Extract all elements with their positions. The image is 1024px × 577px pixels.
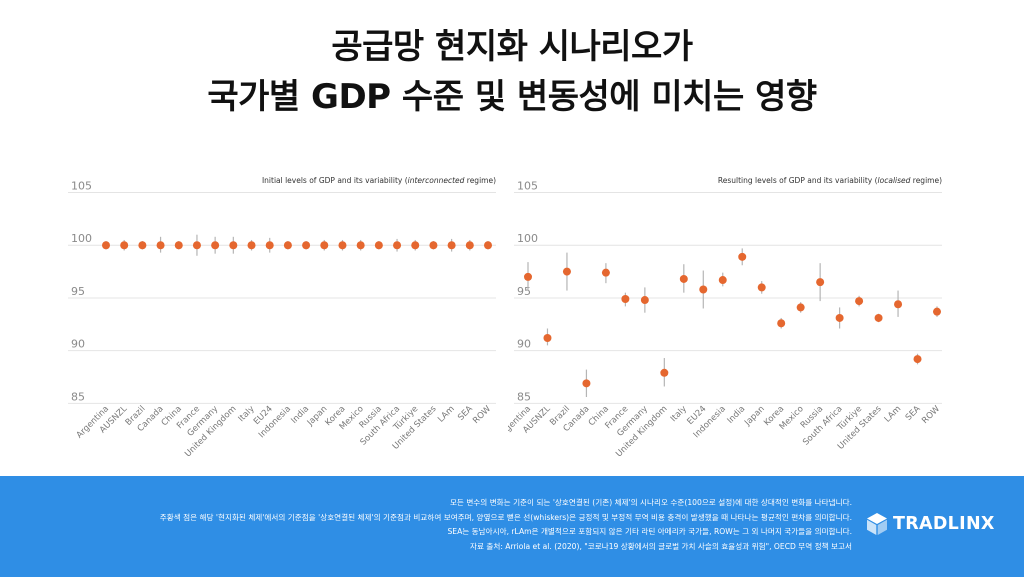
footer-banner: 모든 변수의 변화는 기준이 되는 '상호연결된 (기존) 체제'의 시나리오 …	[0, 476, 1024, 577]
data-point	[679, 274, 688, 283]
data-point	[640, 296, 649, 305]
y-tick-label: 95	[517, 285, 531, 298]
title-line-1: 공급망 현지화 시나리오가	[331, 27, 693, 67]
data-point	[816, 278, 825, 287]
data-point	[156, 241, 165, 250]
y-tick-label: 85	[517, 390, 531, 403]
chart-title-emphasis: localised	[878, 176, 911, 185]
data-point	[229, 241, 238, 250]
data-point	[894, 300, 903, 309]
data-point	[374, 241, 383, 250]
footer-notes: 모든 변수의 변화는 기준이 되는 '상호연결된 (기존) 체제'의 시나리오 …	[160, 496, 852, 554]
data-point	[174, 241, 183, 250]
chart-interconnected-regime: Initial levels of GDP and its variabilit…	[62, 168, 502, 468]
page-title: 공급망 현지화 시나리오가 국가별 GDP 수준 및 변동성에 미치는 영향	[0, 22, 1024, 122]
data-point	[192, 241, 201, 250]
data-point	[524, 272, 532, 281]
y-tick-label: 100	[517, 232, 538, 245]
data-point	[102, 241, 110, 250]
x-tick-label: ROW	[920, 404, 942, 426]
data-point	[393, 241, 402, 250]
chart-localised-regime: Resulting levels of GDP and its variabil…	[508, 168, 948, 468]
tradlinx-cube-icon	[867, 513, 887, 535]
data-point	[913, 355, 922, 364]
data-point	[247, 241, 256, 250]
data-point	[757, 283, 766, 292]
data-point	[601, 268, 610, 277]
x-tick-label: LAm	[883, 404, 904, 425]
chart-title: Initial levels of GDP and its variabilit…	[262, 176, 496, 185]
data-point	[660, 368, 669, 377]
y-tick-label: 90	[517, 338, 531, 351]
data-point	[302, 241, 311, 250]
x-tick-label: ROW	[471, 404, 493, 426]
chart-title-emphasis: interconnected	[408, 176, 465, 185]
data-point	[356, 241, 365, 250]
footer-note-2: 주황색 점은 해당 '현지화된 체제'에서의 기준점을 '상호연결된 체제'의 …	[159, 512, 852, 522]
data-point	[621, 294, 630, 303]
y-tick-label: 105	[517, 180, 538, 193]
y-tick-label: 100	[71, 232, 92, 245]
data-point	[484, 241, 492, 250]
x-tick-label: Japan	[742, 404, 767, 429]
y-tick-label: 105	[71, 180, 92, 193]
logo-text: TRADLINX	[893, 514, 995, 534]
y-tick-label: 90	[71, 338, 85, 351]
data-point	[447, 241, 456, 250]
x-tick-label: Japan	[305, 404, 330, 429]
data-point	[699, 285, 708, 294]
data-point	[411, 241, 420, 250]
data-point	[855, 297, 864, 306]
data-point	[283, 241, 292, 250]
data-point	[211, 241, 220, 250]
data-point	[777, 319, 786, 328]
title-line-2: 국가별 GDP 수준 및 변동성에 미치는 영향	[207, 77, 817, 117]
data-point	[429, 241, 438, 250]
data-point	[543, 333, 552, 342]
data-point	[582, 379, 591, 388]
data-point	[338, 241, 347, 250]
data-point	[796, 303, 805, 312]
data-point	[874, 313, 883, 322]
chart-title-prefix: Initial levels of GDP and its variabilit…	[262, 176, 408, 185]
x-tick-label: LAm	[436, 404, 457, 425]
footer-note-4: 자료 출처: Arriola et al. (2020), "코로나19 상황에…	[469, 541, 852, 551]
footer-note-1: 모든 변수의 변화는 기준이 되는 '상호연결된 (기존) 체제'의 시나리오 …	[449, 498, 852, 507]
chart-title-suffix: regime)	[910, 176, 942, 185]
tradlinx-logo: TRADLINX	[866, 512, 995, 536]
data-point	[320, 241, 329, 250]
chart-title-suffix: regime)	[464, 176, 496, 185]
data-point	[738, 252, 747, 261]
data-point	[718, 276, 727, 285]
data-point	[120, 241, 129, 250]
chart-title-prefix: Resulting levels of GDP and its variabil…	[718, 176, 878, 185]
data-point	[933, 307, 941, 316]
chart-title: Resulting levels of GDP and its variabil…	[718, 176, 942, 185]
data-point	[465, 241, 474, 250]
y-tick-label: 95	[71, 285, 85, 298]
chart-svg: Initial levels of GDP and its variabilit…	[68, 176, 496, 459]
footer-note-3: SEA는 동남아시아, rLAm은 개별적으로 포함되지 않은 기타 라틴 아메…	[447, 527, 852, 537]
data-point	[265, 241, 274, 250]
y-tick-label: 85	[71, 390, 85, 403]
data-point	[562, 267, 571, 276]
chart-svg: Resulting levels of GDP and its variabil…	[508, 176, 943, 459]
data-point	[835, 313, 844, 322]
data-point	[138, 241, 147, 250]
